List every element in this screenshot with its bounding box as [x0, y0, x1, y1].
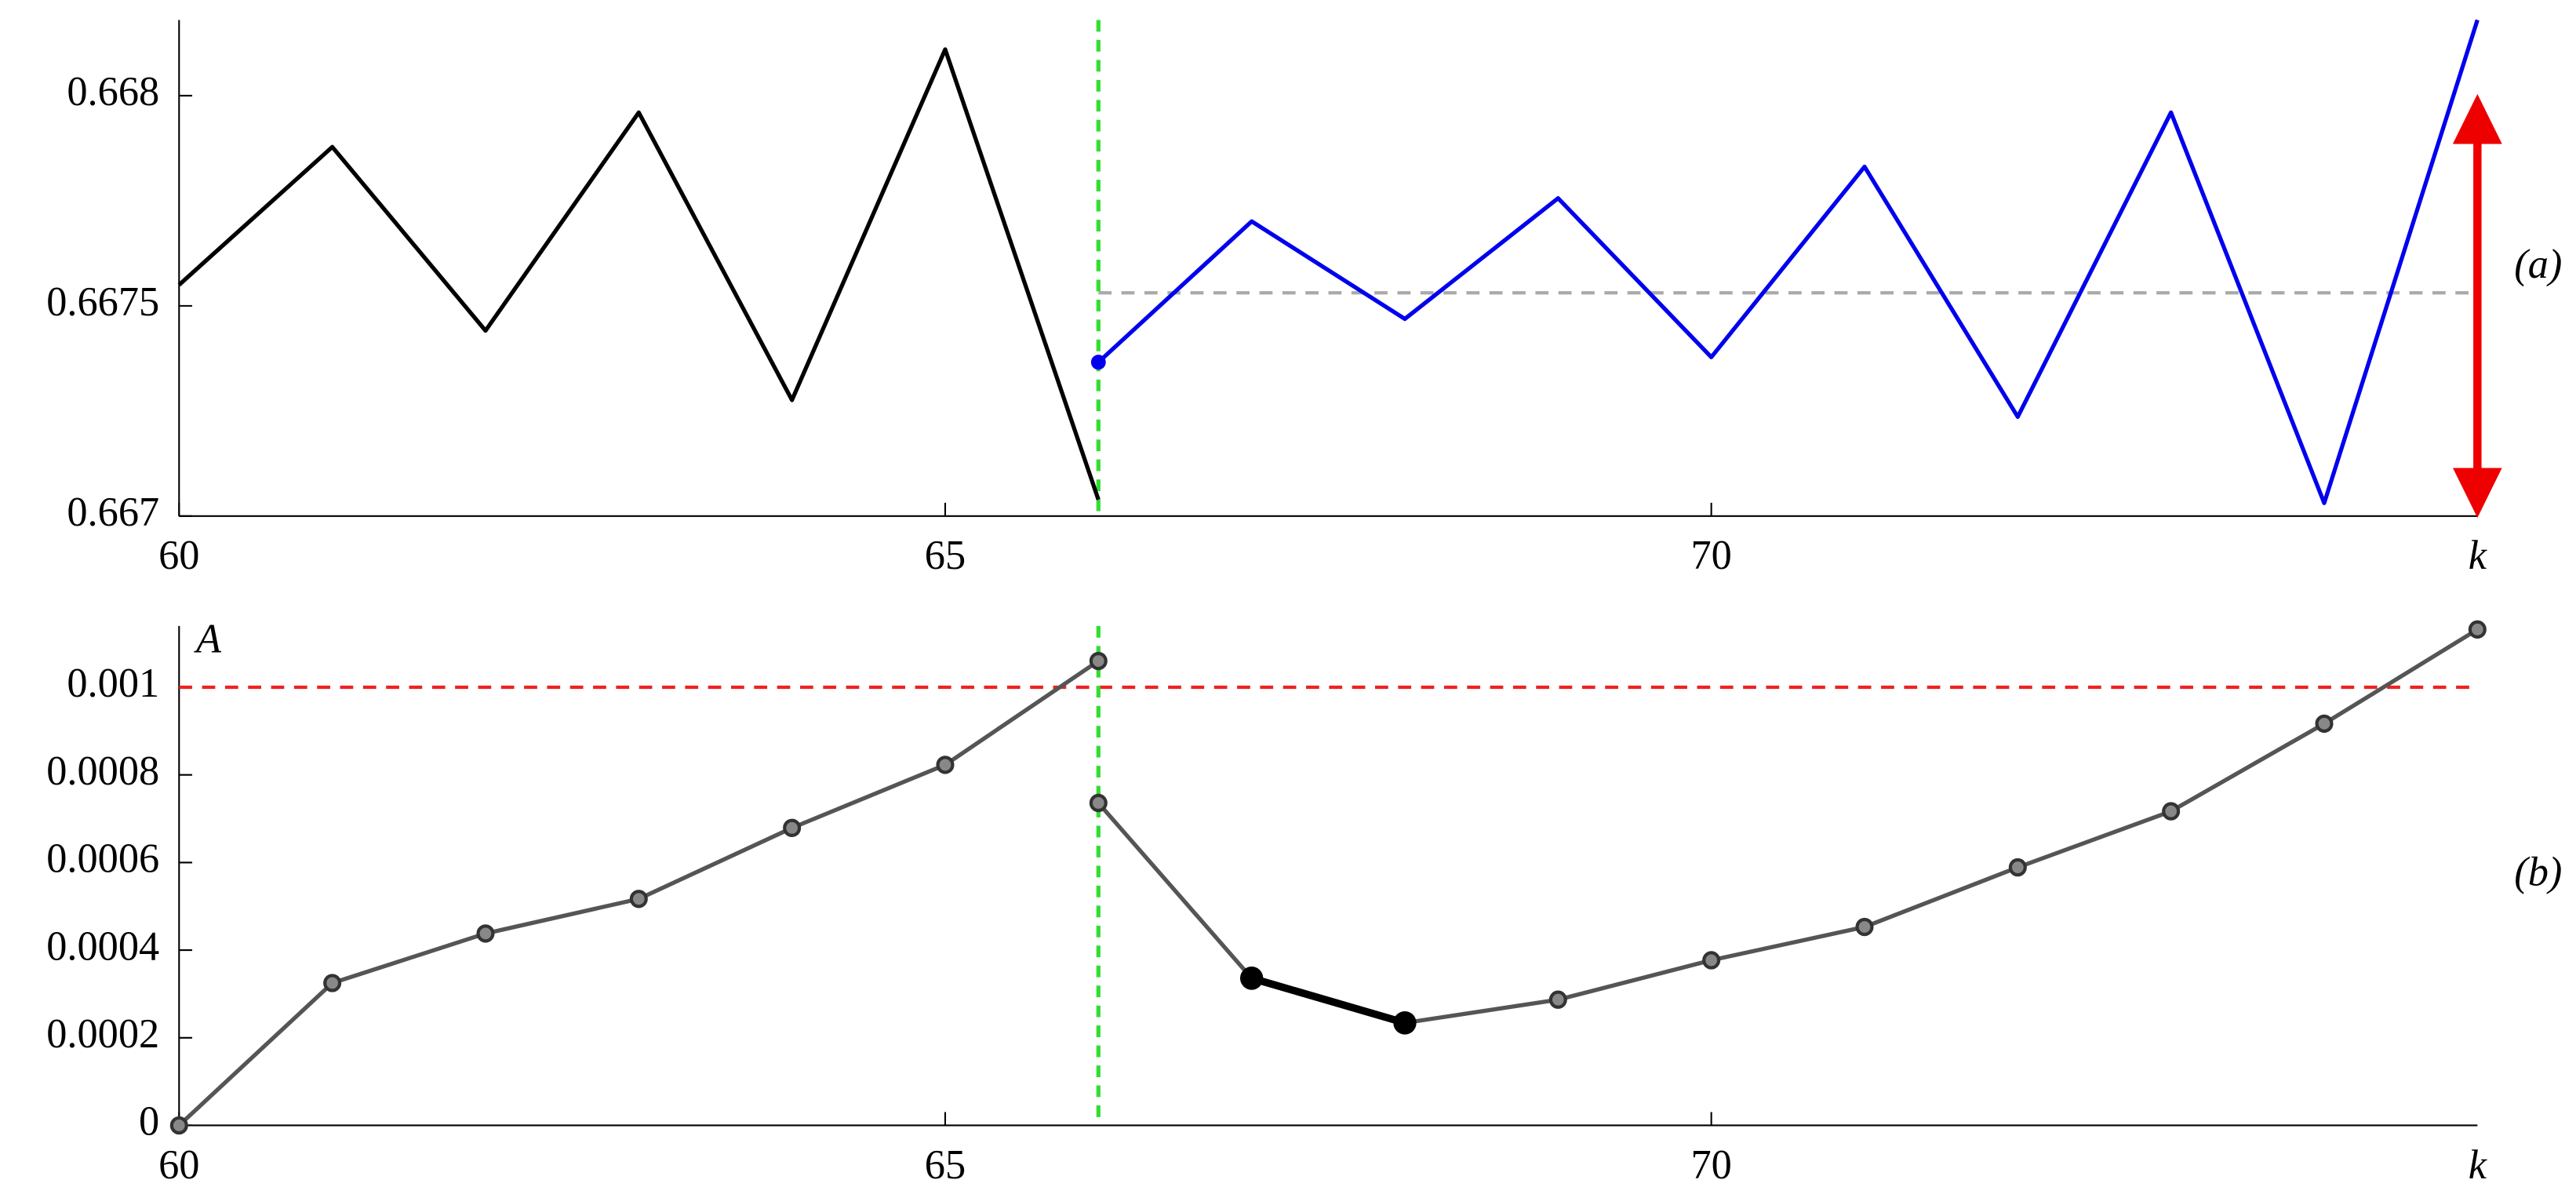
point [1548, 990, 1567, 1009]
reference-label: A [194, 616, 222, 661]
y-tick-label: 0.0004 [46, 923, 159, 969]
y-tick-label: 0.0002 [46, 1011, 159, 1057]
x-tick-label: 70 [1690, 1142, 1731, 1187]
x-tick-label: 70 [1690, 533, 1731, 578]
y-tick-label: 0.6675 [46, 279, 159, 325]
y-tick-label: 0.667 [67, 490, 159, 535]
x-axis-label: k [2469, 1142, 2488, 1187]
series-line [177, 47, 1101, 501]
x-tick-label: 65 [925, 533, 966, 578]
x-tick-label: 65 [925, 1142, 966, 1187]
point [1089, 651, 1108, 671]
point [2162, 802, 2181, 821]
y-tick-label: 0.668 [67, 69, 159, 115]
y-tick-label: 0 [139, 1098, 159, 1144]
series-line [1097, 628, 2479, 1025]
point [1855, 917, 1874, 937]
panel-label: (a) [2514, 242, 2562, 287]
point [936, 756, 955, 774]
point [169, 1116, 188, 1135]
start-point [1090, 355, 1106, 370]
x-tick-label: 60 [158, 1142, 199, 1187]
point [2315, 714, 2334, 734]
point [783, 818, 802, 837]
point [629, 890, 648, 908]
x-tick-label: 60 [158, 533, 199, 578]
y-tick-label: 0.0008 [46, 748, 159, 794]
x-axis-label: k [2469, 533, 2488, 578]
point [476, 924, 495, 943]
point [2468, 620, 2487, 639]
y-tick-label: 0.0006 [46, 836, 159, 881]
highlight-point [1393, 1010, 1417, 1035]
series-line [1250, 974, 1406, 1027]
panel-label: (b) [2514, 849, 2562, 894]
series-line [1097, 19, 2480, 505]
point [323, 974, 342, 992]
highlight-point [1239, 966, 1264, 990]
point [1089, 793, 1108, 813]
y-tick-label: 0.001 [67, 661, 159, 706]
point [2008, 857, 2027, 877]
point [1702, 951, 1721, 970]
